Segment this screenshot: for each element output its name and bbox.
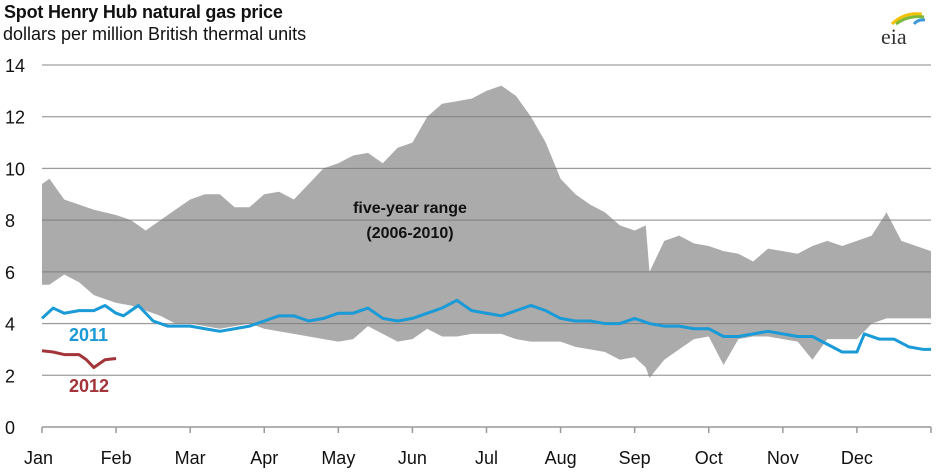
y-tick-label: 8 bbox=[5, 211, 15, 231]
series-line-2011 bbox=[40, 298, 931, 354]
y-tick-label: 12 bbox=[5, 108, 25, 128]
x-tick-label: Dec bbox=[841, 448, 873, 468]
x-tick-label: Sep bbox=[619, 448, 651, 468]
x-tick-label: Jan bbox=[24, 448, 53, 468]
y-tick-label: 10 bbox=[5, 159, 25, 179]
chart-title: Spot Henry Hub natural gas price bbox=[4, 2, 283, 22]
y-tick-label: 6 bbox=[5, 263, 15, 283]
series-line-2012 bbox=[41, 349, 117, 370]
svg-text:eia: eia bbox=[881, 24, 907, 48]
x-tick-label: Mar bbox=[175, 448, 206, 468]
y-tick-label: 4 bbox=[5, 315, 15, 335]
eia-logo: eia bbox=[881, 12, 926, 48]
series-label-2011: 2011 bbox=[69, 325, 108, 345]
series-label-2012: 2012 bbox=[69, 376, 109, 396]
x-tick-label: Apr bbox=[250, 448, 278, 468]
five-year-range-area bbox=[42, 85, 931, 378]
range-label: five-year range bbox=[353, 200, 467, 217]
x-tick-label: Aug bbox=[545, 448, 577, 468]
x-tick-label: May bbox=[321, 448, 355, 468]
range-label-years: (2006-2010) bbox=[366, 225, 453, 242]
x-tick-label: Feb bbox=[101, 448, 132, 468]
chart-subtitle: dollars per million British thermal unit… bbox=[3, 24, 307, 44]
y-tick-label: 2 bbox=[5, 366, 15, 386]
y-tick-label: 14 bbox=[5, 56, 25, 76]
x-tick-label: Jul bbox=[475, 448, 498, 468]
x-tick-label: Jun bbox=[398, 448, 427, 468]
y-tick-label: 0 bbox=[5, 418, 15, 438]
x-tick-label: Nov bbox=[767, 448, 799, 468]
x-tick-label: Oct bbox=[695, 448, 723, 468]
